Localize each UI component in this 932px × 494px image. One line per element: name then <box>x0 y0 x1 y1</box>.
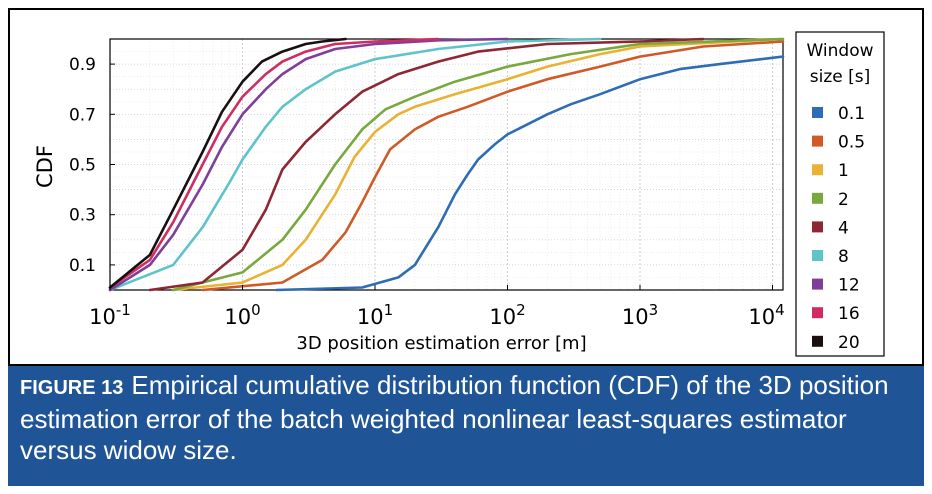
series-line-2 <box>171 37 785 292</box>
legend-label: 0.5 <box>838 133 865 153</box>
y-axis-ticks: 0.1 0.3 0.5 0.7 0.9 <box>69 55 115 276</box>
series-line-8 <box>108 37 602 292</box>
legend-swatch <box>812 164 823 176</box>
x-axis-title: 3D position estimation error [m] <box>296 333 586 354</box>
legend-swatch <box>812 135 823 147</box>
series-line-1 <box>171 37 785 292</box>
x-tick-label: 101 <box>357 301 393 329</box>
legend-label: 16 <box>838 304 860 324</box>
y-tick-label: 0.7 <box>69 105 96 125</box>
figure-caption: FIGURE 13 Empirical cumulative distributi… <box>8 366 924 486</box>
legend-label: 12 <box>838 276 860 296</box>
legend-title-line-1: Window <box>806 41 873 61</box>
series-line-16 <box>108 37 440 289</box>
y-tick-label: 0.9 <box>69 55 96 75</box>
y-axis-title: CDF <box>33 145 57 188</box>
caption-text: Empirical cumulative distribution functi… <box>20 370 889 465</box>
cdf-chart: 10-1 100 101 102 103 104 0.1 0.3 0.5 0.7 0.9 3D p… <box>33 31 885 357</box>
legend-label: 0.1 <box>838 104 865 124</box>
series-layer <box>108 37 785 292</box>
x-tick-label: 104 <box>748 301 784 329</box>
caption-label: FIGURE 13 <box>20 377 124 399</box>
legend-swatch <box>812 107 823 118</box>
x-axis-ticks: 10-1 100 101 102 103 104 <box>89 285 785 329</box>
legend-swatch <box>812 221 823 233</box>
series-line-0-1 <box>274 55 785 292</box>
y-tick-label: 0.1 <box>69 256 96 276</box>
legend-label: 20 <box>838 333 860 353</box>
legend-label: 2 <box>838 190 849 210</box>
series-line-12 <box>108 37 509 292</box>
x-tick-label: 103 <box>622 301 658 329</box>
series-line-20 <box>108 37 347 289</box>
figure-frame <box>8 8 924 366</box>
x-tick-label: 100 <box>224 301 260 329</box>
legend-label: 1 <box>838 161 849 181</box>
series-line-4 <box>148 37 705 292</box>
legend-swatch <box>812 192 823 204</box>
series-line-0-5 <box>201 40 785 292</box>
legend-box <box>795 31 885 357</box>
legend-label: 8 <box>838 247 849 267</box>
grid <box>109 39 783 290</box>
y-tick-label: 0.3 <box>69 206 96 226</box>
legend-label: 4 <box>838 218 849 238</box>
legend-title-line-2: size [s] <box>810 67 871 87</box>
legend-swatch <box>812 307 823 319</box>
x-tick-label: 10-1 <box>89 301 131 329</box>
legend-swatch <box>812 278 823 290</box>
legend-swatch <box>812 335 823 347</box>
x-tick-label: 102 <box>489 301 525 329</box>
legend-swatch <box>812 250 823 261</box>
y-tick-label: 0.5 <box>69 156 96 176</box>
